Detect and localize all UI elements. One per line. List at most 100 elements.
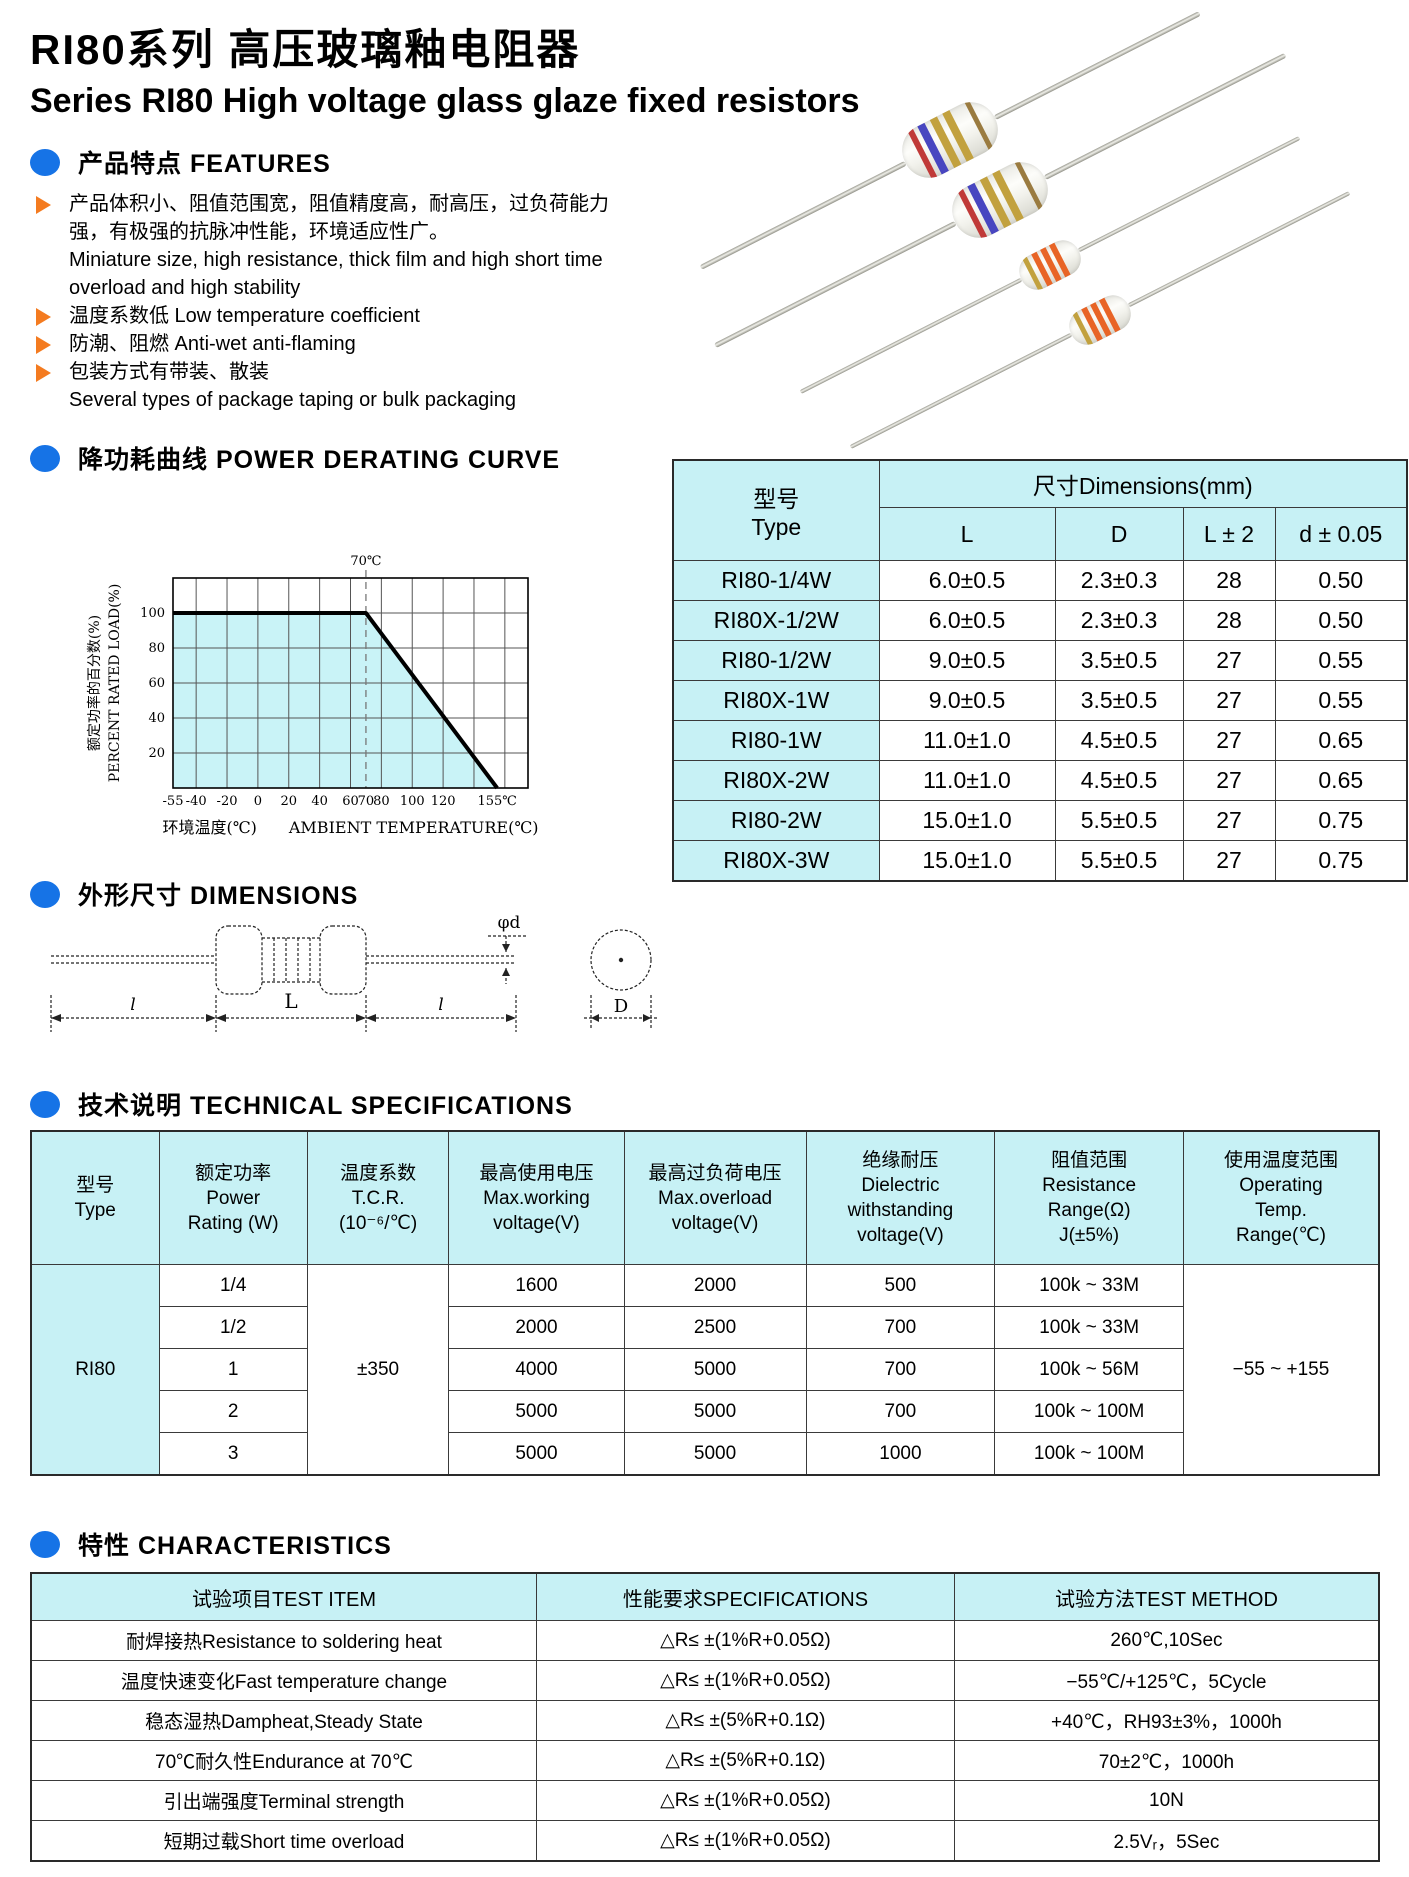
resistor-color-band — [942, 110, 974, 162]
tech-section-heading: 技术说明 TECHNICAL SPECIFICATIONS — [30, 1086, 573, 1122]
tech-header-tcr: 温度系数 T.C.R. (10⁻⁶/℃) — [306, 1130, 450, 1265]
table-row: 70℃耐久性Endurance at 70℃ △R≤ ±(5%R+0.1Ω) 70±… — [30, 1740, 1380, 1781]
resistor-color-band — [1022, 256, 1044, 292]
table-row: 温度快速变化Fast temperature change △R≤ ±(1%R+0… — [30, 1660, 1380, 1701]
section-bullet-icon — [30, 148, 60, 176]
tech-header-resistance: 阻值范围 Resistance Range(Ω) J(±5%) — [994, 1130, 1184, 1265]
features-list: 产品体积小、阻值范围宽，阻值精度高，耐高压，过负荷能力 强，有极强的抗脉冲性能，… — [32, 190, 672, 414]
resistor-color-band — [907, 128, 938, 180]
resistor-color-band — [1081, 306, 1103, 342]
table-row: 耐焊接热Resistance to soldering heat △R≤ ±(1%… — [30, 1620, 1380, 1661]
tech-header-overload: 最高过负荷电压 Max.overload voltage(V) — [623, 1130, 807, 1265]
table-row: 3 5000 5000 1000 100k ~ 100M — [31, 1432, 1379, 1476]
annotation-70c: 70℃ — [350, 554, 381, 569]
char-header-spec: 性能要求SPECIFICATIONS — [536, 1572, 955, 1621]
table-row: 1/2 2000 2500 700 100k ~ 33M — [31, 1306, 1379, 1349]
x-tick-label: 155℃ — [477, 794, 516, 809]
resistor-color-band — [992, 170, 1024, 222]
resistor-body — [1063, 289, 1137, 351]
resistor-image-4 — [842, 177, 1357, 463]
tech-tcr-cell: ±350 — [306, 1264, 450, 1476]
table-row: 1 4000 5000 700 100k ~ 56M — [31, 1348, 1379, 1391]
resistor-color-band — [1090, 302, 1112, 337]
x-tick-label: 70 — [358, 794, 375, 809]
resistor-lead — [799, 277, 1023, 394]
resistor-lead — [1043, 52, 1287, 180]
feature-item: 包装方式有带装、散装 Several types of package tapi… — [32, 358, 672, 414]
table-row: RI80 1/4 ±350 1600 2000 500 100k ~ 33M −… — [30, 1264, 1380, 1476]
triangle-bullet-icon — [36, 308, 51, 326]
dimensions-drawing: φd l L l D — [50, 913, 658, 1032]
section-heading-label: 外形尺寸 DIMENSIONS — [78, 882, 359, 910]
section-heading-label: 特性 CHARACTERISTICS — [78, 1532, 392, 1560]
table-row: RI80-1/2W 9.0±0.5 3.5±0.5 27 0.55 — [672, 640, 1408, 681]
triangle-bullet-icon — [36, 364, 51, 382]
feature-line: 产品体积小、阻值范围宽，阻值精度高，耐高压，过负荷能力 — [69, 193, 609, 215]
feature-item: 温度系数低 Low temperature coefficient — [32, 302, 672, 330]
table-row: RI80-2W 15.0±1.0 5.5±0.5 27 0.75 — [672, 800, 1408, 841]
x-tick-label: 60 — [342, 794, 359, 809]
resistor-color-band — [1014, 160, 1044, 211]
feature-line: 强，有极强的抗脉冲性能，环境适应性广。 — [69, 221, 449, 243]
characteristics-table: 试验项目TEST ITEM 性能要求SPECIFICATIONS 试验方法TES… — [30, 1572, 1380, 1862]
resistor-color-band — [1040, 247, 1062, 282]
dimensions-table: 型号 Type 尺寸Dimensions(mm) L D L ± 2 d ± 0… — [672, 459, 1409, 882]
dim-header-group: 尺寸Dimensions(mm) — [878, 459, 1408, 508]
section-bullet-icon — [30, 1090, 60, 1118]
triangle-bullet-icon — [36, 336, 51, 354]
resistor-body — [943, 153, 1057, 247]
table-row: RI80X-1/2W 6.0±0.5 2.3±0.3 28 0.50 — [672, 600, 1408, 641]
resistor-color-band — [929, 116, 962, 169]
triangle-bullet-icon — [36, 196, 51, 214]
feature-line: 包装方式有带装、散装 — [69, 361, 269, 383]
y-tick-label: 60 — [148, 676, 165, 691]
section-heading-label: 技术说明 TECHNICAL SPECIFICATIONS — [78, 1092, 573, 1120]
feature-line: Miniature size, high resistance, thick f… — [69, 249, 603, 271]
table-row: 引出端强度Terminal strength △R≤ ±(1%R+0.05Ω) 10… — [30, 1780, 1380, 1821]
tech-header-type: 型号 Type — [30, 1130, 160, 1265]
resistor-lead — [1127, 191, 1351, 308]
resistor-color-band — [1098, 297, 1121, 333]
tech-header-working: 最高使用电压 Max.working voltage(V) — [448, 1130, 625, 1265]
x-tick-label: -20 — [217, 794, 238, 809]
resistor-color-band — [964, 100, 994, 151]
feature-line: 温度系数低 Low temperature coefficient — [69, 305, 420, 327]
section-bullet-icon — [30, 880, 60, 908]
resistor-color-band — [1031, 251, 1053, 287]
x-tick-label: 0 — [254, 794, 262, 809]
resistor-color-band — [967, 182, 999, 235]
x-tick-label: 120 — [431, 794, 456, 809]
tech-temp-cell: −55 ~ +155 — [1182, 1264, 1380, 1476]
plot-border — [172, 577, 529, 789]
section-heading-label: 降功耗曲线 POWER DERATING CURVE — [78, 446, 561, 474]
y-axis-label-en: PERCENT RATED LOAD(%) — [107, 584, 123, 783]
resistor-image-1 — [688, 0, 1211, 291]
table-row: RI80-1W 11.0±1.0 4.5±0.5 27 0.65 — [672, 720, 1408, 761]
tech-header-power: 额定功率 Power Rating (W) — [158, 1130, 308, 1265]
page-title-zh: RI80系列 高压玻璃釉电阻器 — [30, 26, 581, 73]
x-tick-label: 80 — [373, 794, 390, 809]
resistor-lead — [1077, 136, 1301, 253]
resistor-color-band — [957, 188, 988, 240]
dim-label-phid: φd — [498, 913, 521, 933]
feature-item: 防潮、阻燃 Anti-wet anti-flaming — [32, 330, 672, 358]
derating-section-heading: 降功耗曲线 POWER DERATING CURVE — [30, 440, 560, 476]
resistor-body — [1013, 234, 1087, 296]
tech-header-dielectric: 绝缘耐压 Dielectric withstanding voltage(V) — [805, 1130, 996, 1265]
dim-label-D: D — [614, 996, 628, 1017]
table-row: 稳态湿热Dampheat,Steady State △R≤ ±(5%R+0.1Ω)… — [30, 1700, 1380, 1741]
feature-line: 防潮、阻燃 Anti-wet anti-flaming — [69, 333, 356, 355]
resistor-image-3 — [792, 122, 1307, 408]
dim-label-l-right: l — [438, 995, 443, 1015]
y-tick-label: 100 — [140, 606, 165, 621]
resistor-color-band — [1048, 242, 1071, 278]
section-bullet-icon — [30, 444, 60, 472]
x-tick-label: -55 — [163, 794, 184, 809]
dim-subheader-D: D — [1054, 507, 1184, 561]
char-header-item: 试验项目TEST ITEM — [30, 1572, 537, 1621]
table-row: RI80X-1W 9.0±0.5 3.5±0.5 27 0.55 — [672, 680, 1408, 721]
dim-subheader-d: d ± 0.05 — [1274, 507, 1408, 561]
resistor-color-band — [1072, 311, 1094, 347]
feature-line: Several types of package taping or bulk … — [69, 389, 516, 411]
